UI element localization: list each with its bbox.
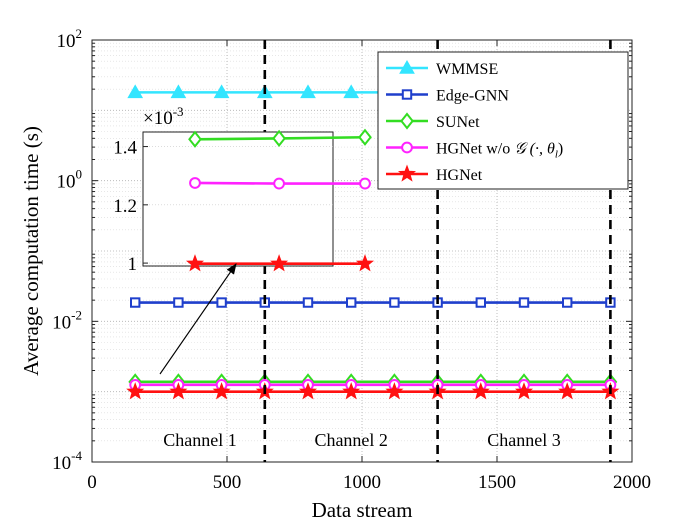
data-point: [302, 297, 314, 308]
series-hgnet-w-o: [129, 378, 617, 391]
data-point: [471, 382, 490, 400]
data-point: [346, 297, 357, 308]
x-tick-label: 500: [213, 472, 242, 493]
inset-data-point: [270, 254, 289, 272]
inset-series-hgnet: [185, 254, 375, 272]
legend-marker: [401, 141, 413, 154]
data-point: [562, 297, 573, 308]
channel-labels: Channel 1 Channel 2 Channel 3: [163, 430, 561, 450]
channel-label: Channel 3: [487, 430, 561, 450]
inset-box: [142, 131, 334, 267]
legend-marker: [401, 89, 413, 100]
y-tick-label: 10-4: [52, 448, 82, 474]
data-point: [518, 297, 530, 308]
series-sunet: [128, 373, 618, 391]
data-point: [298, 382, 318, 400]
data-point: [475, 297, 487, 308]
legend-label: SUNet: [436, 114, 480, 131]
data-point: [170, 84, 187, 99]
data-point: [126, 382, 145, 400]
series-edge-gnn: [130, 297, 616, 308]
inset-data-point: [358, 128, 372, 146]
inset-series-sunet: [188, 128, 372, 148]
x-axis-label: Data stream: [312, 498, 413, 522]
inset-tick-label: 1.2: [113, 196, 137, 217]
y-tick-label: 10-2: [52, 307, 82, 333]
data-point: [216, 297, 227, 308]
data-point: [342, 382, 361, 400]
inset-data-point: [359, 177, 371, 190]
ticks: 0 500 1000 1500 2000 10-4 10-2 100 102: [52, 26, 651, 493]
inset-tick-label: 1: [128, 254, 138, 275]
data-point: [173, 297, 184, 308]
data-point: [300, 84, 316, 99]
legend-label: HGNet: [436, 167, 483, 184]
legend: WMMSE Edge-GNN SUNet HGNet w/o 𝒢 (·, θl) HGN…: [377, 51, 629, 190]
inset-plot: 1 1.2 1.4 ×10-3: [113, 104, 375, 275]
legend-marker: [399, 59, 415, 74]
x-tick-label: 1000: [343, 472, 381, 493]
data-point: [385, 382, 404, 400]
data-point: [213, 84, 230, 99]
inset-data-point: [189, 177, 201, 189]
legend-marker: [397, 164, 417, 182]
y-tick-label: 102: [57, 26, 83, 52]
series-hgnet: [126, 382, 620, 400]
data-point: [212, 382, 231, 400]
channel-label: Channel 2: [314, 430, 388, 450]
x-tick-label: 0: [87, 472, 97, 493]
data-point: [130, 297, 141, 308]
x-tick-label: 1500: [478, 472, 516, 493]
inset-multiplier: ×10-3: [143, 104, 184, 129]
y-axis-label: Average computation time (s): [19, 126, 43, 376]
data-point: [558, 382, 577, 400]
legend-label: WMMSE: [436, 61, 498, 78]
zoom-arrow: [159, 263, 237, 375]
inset-data-point: [355, 254, 375, 272]
legend-marker: [400, 112, 414, 130]
inset-data-point: [185, 254, 205, 272]
x-tick-label: 2000: [613, 472, 651, 493]
data-point: [514, 382, 534, 400]
legend-label: Edge-GNN: [436, 88, 509, 105]
data-point: [389, 297, 400, 308]
inset-series-hgnet-w-o: [189, 177, 371, 190]
inset-data-point: [188, 130, 202, 148]
inset-data-point: [272, 129, 286, 148]
inset-tick-label: 1.4: [113, 138, 137, 159]
y-tick-label: 100: [57, 167, 83, 193]
channel-label: Channel 1: [163, 430, 237, 450]
data-point: [127, 84, 144, 99]
inset-data-point: [273, 177, 285, 190]
data-point: [343, 84, 360, 99]
data-point: [169, 382, 188, 400]
legend-label: HGNet w/o 𝒢 (·, θl): [436, 141, 563, 161]
series-group: [126, 84, 620, 400]
